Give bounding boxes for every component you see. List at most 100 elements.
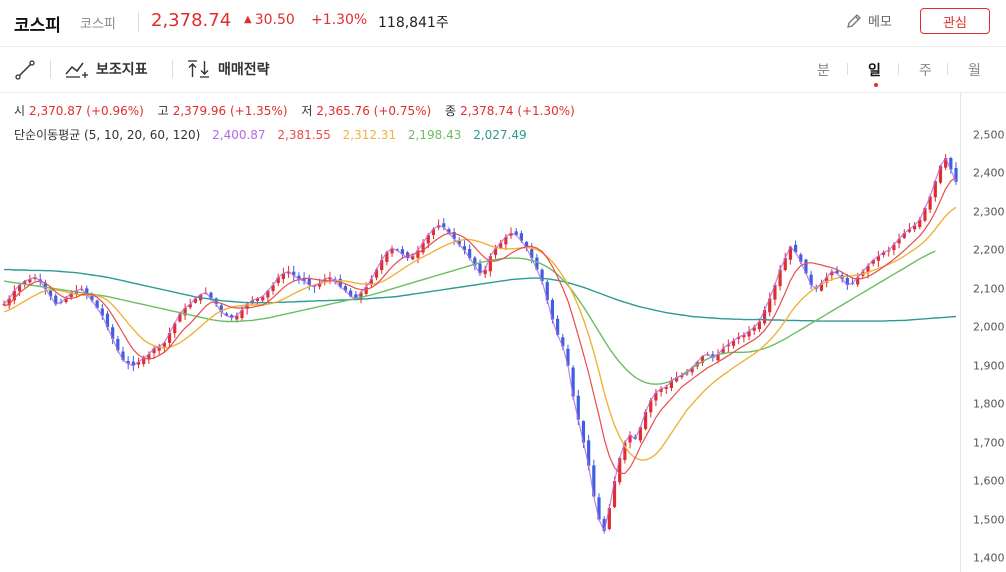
candle-body [307,278,311,285]
candle-body [276,277,280,284]
candle-body [928,196,932,210]
stock-title: 코스피 [14,16,61,36]
favorite-button[interactable]: 관심 [920,8,990,34]
candle-body [478,263,482,274]
price-change-value: 30.50 [254,12,295,28]
candle-body [116,339,120,351]
price-chart[interactable] [0,93,960,572]
candle-body [514,231,518,235]
y-tick-label: 1,800 [973,397,1005,411]
trade-strategy-button[interactable]: 매매전략 [186,59,270,79]
candle-body [328,277,332,280]
y-tick-label: 2,000 [973,320,1005,334]
candle-body [292,271,296,276]
y-tick-label: 1,900 [973,359,1005,373]
stock-header: 코스피 코스피 2,378.74 ▲ 30.50 +1.30% 118,841주 … [0,0,1006,47]
candle-body [794,244,798,253]
period-day-tab[interactable]: 일 [868,63,881,79]
candle-body [933,181,937,198]
candle-body [354,294,358,299]
candle-body [483,269,487,275]
candle-body [421,242,425,253]
candle-body [111,327,115,339]
candle-body [297,275,301,280]
toolbar-divider [50,60,51,78]
candle-body [468,249,472,259]
candle-body [255,298,260,302]
candle-body [913,225,917,230]
candle-body [43,282,47,289]
draw-line-tool[interactable] [14,59,36,81]
candle-body [819,283,824,291]
ma5-value: 2,400.87 [212,128,266,142]
candle-body [643,411,648,430]
candle-body [540,269,544,282]
pencil-icon [847,13,861,28]
candle-body [628,434,632,443]
candle-body [136,361,141,365]
ma60-line [3,250,936,385]
candle-body [607,508,611,530]
candle-body [762,309,767,324]
open-label: 시 [14,104,26,118]
candle-body [561,337,565,347]
period-month-tab[interactable]: 월 [968,63,981,79]
candle-body [343,286,348,291]
candle-body [230,315,234,318]
high-value: 2,379.96 (+1.35%) [172,104,288,118]
candle-body [90,293,94,301]
y-tick-label: 2,500 [973,128,1005,142]
candle-body [907,229,912,232]
candle-body [126,361,130,364]
ma5-line [3,157,957,532]
candle-body [856,277,860,285]
candle-body [571,367,575,397]
ma120-value: 2,027.49 [473,128,527,142]
candle-body [690,367,694,373]
y-tick-label: 1,600 [973,474,1005,488]
candle-body [954,168,958,182]
candle-body [700,356,705,363]
candle-body [649,400,653,413]
candle-body [105,313,110,328]
active-period-indicator [874,83,878,87]
candle-body [147,354,151,360]
candle-body [876,256,880,261]
candle-body [581,421,586,443]
trade-volume: 118,841주 [378,15,449,31]
candle-body [318,283,322,287]
memo-button[interactable]: 메모 [846,11,892,30]
candle-body [488,256,492,272]
period-minute-tab[interactable]: 분 [817,63,830,79]
candle-body [897,238,901,244]
candle-body [680,375,684,378]
candle-body [28,279,32,283]
candle-body [556,318,560,335]
candle-body [219,305,223,312]
candle-body [799,254,803,262]
candle-body [830,271,834,276]
candle-body [783,258,787,271]
candle-body [431,229,436,236]
candle-body [550,300,555,320]
candle-body [757,321,761,330]
period-week-tab[interactable]: 주 [919,63,932,79]
candle-body [411,256,415,260]
candle-body [742,334,746,338]
candle-body [374,269,379,278]
candle-body [612,481,617,508]
candle-body [576,395,580,420]
candle-body [866,265,870,273]
candle-body [726,344,730,347]
candle-body [369,279,373,286]
candle-body [892,244,896,251]
candle-body [209,292,213,299]
candle-body [74,290,79,295]
candle-body [17,284,22,292]
candle-body [499,242,503,248]
indicator-button[interactable]: 보조지표 [64,59,148,79]
price-change: ▲ 30.50 [244,12,295,28]
candle-body [918,219,922,227]
candle-body [364,286,368,294]
candle-body [85,288,89,295]
